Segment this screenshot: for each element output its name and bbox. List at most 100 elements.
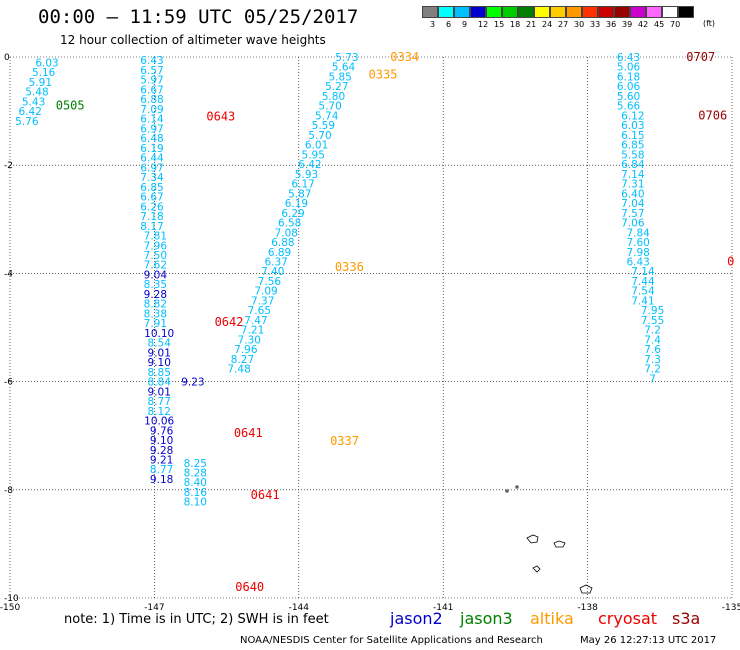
colorbar-bin-label: 12	[478, 20, 489, 29]
wave-height-value: 5.93	[295, 169, 318, 181]
wave-height-value: 7.06	[621, 218, 645, 230]
wave-height-value: 5.85	[328, 71, 351, 83]
wave-height-value: 5.70	[308, 130, 331, 142]
wave-height-value: 8.16	[184, 487, 208, 499]
wave-height-value: 9.01	[148, 386, 171, 398]
wave-height-value: 8.25	[184, 458, 207, 470]
map-title: 00:00 – 11:59 UTC 05/25/2017	[38, 6, 359, 28]
wave-height-value: 8.12	[148, 406, 171, 418]
wave-height-value: 6.26	[140, 201, 164, 213]
wave-height-value: 7.50	[144, 250, 167, 262]
wave-height-value: 6.03	[621, 120, 644, 132]
wave-height-value: 6.84	[621, 159, 645, 171]
generated-timestamp: May 26 12:27:13 UTC 2017	[580, 635, 717, 646]
pass-time-label: 0334	[390, 50, 419, 64]
colorbar-bin: 12	[470, 6, 488, 29]
lon-tick-label: -144	[289, 603, 310, 613]
colorbar-bin: 15	[486, 6, 504, 29]
pass-time-label: 0643	[206, 110, 235, 124]
wave-height-value: 5.74	[315, 110, 339, 122]
wave-height-value: 5.76	[15, 116, 39, 128]
wave-height-value: 7.65	[248, 305, 271, 317]
wave-height-value: 5.70	[318, 101, 341, 113]
pass-time-label: 0505	[56, 99, 85, 113]
wave-height-value: 8.40	[184, 477, 207, 489]
wave-height-value: 5.64	[332, 62, 356, 74]
colorbar-bin: 24	[534, 6, 552, 29]
wave-height-value: 6.19	[140, 143, 163, 155]
wave-height-value: 6.14	[140, 114, 164, 126]
legend-item-altika: altika	[530, 609, 574, 628]
wave-height-value: 7.09	[254, 286, 277, 298]
wave-height-value: 6.67	[140, 84, 163, 96]
wave-height-value: 7	[649, 373, 656, 385]
colorbar-bin-label: 42	[638, 20, 649, 29]
colorbar-bin: 42	[630, 6, 648, 29]
wave-height-value: 9.18	[150, 474, 173, 486]
wave-height-value: 5.48	[25, 87, 48, 99]
wave-height-value: 8.38	[144, 308, 167, 320]
wave-height-value: 9.10	[150, 435, 173, 447]
wave-height-value: 7.62	[144, 260, 167, 272]
wave-height-value: 7.96	[234, 344, 258, 356]
wave-height-value: 7.4	[644, 334, 661, 346]
colorbar-bin-label: 18	[510, 20, 521, 29]
wave-height-value: 6.42	[298, 159, 321, 171]
wave-height-value: 7.84	[626, 227, 650, 239]
legend-item-jason3: jason3	[460, 609, 513, 628]
wave-height-value: 7.41	[631, 295, 654, 307]
legend-item-jason2: jason2	[390, 609, 443, 628]
wave-height-value: 8.27	[231, 354, 254, 366]
wave-height-value: 7.54	[631, 286, 655, 298]
wave-height-value: 6.18	[617, 71, 640, 83]
wave-height-value: 7.09	[140, 104, 163, 116]
colorbar-bin: 21	[518, 6, 536, 29]
island-outline	[553, 540, 566, 548]
lat-tick-label: -8	[4, 486, 13, 496]
wave-height-value: 5.87	[288, 188, 311, 200]
colorbar-bin-label: 30	[574, 20, 585, 29]
colorbar-bin: 39	[614, 6, 632, 29]
wave-height-value: 7.08	[275, 227, 298, 239]
colorbar-bin: 36	[598, 6, 616, 29]
wave-height-value: 5.80	[322, 91, 345, 103]
colorbar-bin: 45	[646, 6, 664, 29]
wave-height-value: 5.06	[617, 62, 641, 74]
island-outline	[532, 565, 541, 573]
wave-height-value: 6.44	[140, 153, 164, 165]
colorbar-bin-label: 70	[670, 20, 681, 29]
wave-height-value: 6.85	[140, 182, 163, 194]
colorbar-bin-label: 21	[526, 20, 537, 29]
island-outline	[579, 584, 593, 594]
colorbar-bin: 27	[550, 6, 568, 29]
wave-height-value: 6.43	[626, 256, 649, 268]
pass-time-label: 0337	[330, 434, 359, 448]
wave-height-value: 7.95	[641, 305, 664, 317]
wave-height-value: 5.27	[325, 81, 348, 93]
wave-height-value: 8.35	[144, 279, 167, 291]
map-subtitle: 12 hour collection of altimeter wave hei…	[60, 33, 326, 47]
pass-time-label: 0335	[369, 67, 398, 81]
wave-height-value: 9.28	[144, 289, 167, 301]
wave-height-value: 5.66	[617, 101, 641, 113]
wave-height-value: 5.95	[302, 149, 325, 161]
wave-height-value: 5.60	[617, 91, 640, 103]
footer-note: note: 1) Time is in UTC; 2) SWH is in fe…	[64, 612, 329, 627]
wave-height-value: 7.96	[144, 240, 168, 252]
pass-time-label: 0640	[235, 580, 264, 594]
wave-height-value: 6.42	[19, 106, 42, 118]
pass-time-label: 0	[727, 254, 734, 268]
colorbar-bin: 30	[566, 6, 584, 29]
colorbar-bin-label: 3	[430, 20, 436, 29]
credit-line: NOAA/NESDIS Center for Satellite Applica…	[240, 635, 543, 646]
wave-height-value: 6.43	[617, 52, 640, 64]
legend-item-s3a: s3a	[672, 609, 701, 628]
wave-height-value: 7.21	[241, 325, 264, 337]
colorbar-bin-label: 33	[590, 20, 601, 29]
wave-height-value: 9.10	[148, 357, 171, 369]
wave-height-value: 7.56	[258, 276, 282, 288]
wave-height-value: 6.40	[621, 188, 644, 200]
lat-tick-label: -10	[4, 594, 19, 604]
wave-height-value: 9.04	[144, 269, 168, 281]
